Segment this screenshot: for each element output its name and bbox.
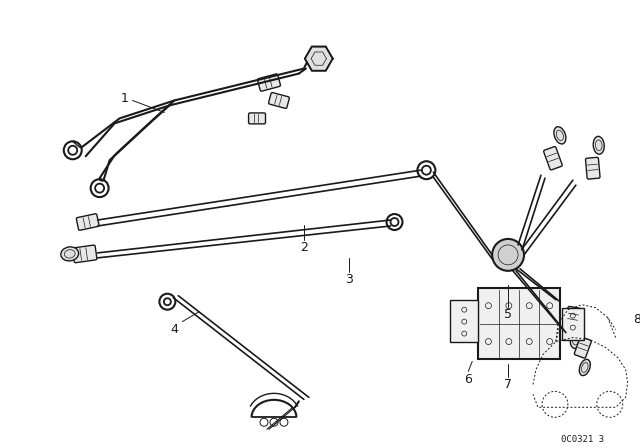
FancyBboxPatch shape [586, 157, 600, 179]
Text: 1: 1 [120, 92, 129, 105]
Ellipse shape [61, 247, 79, 261]
Text: 4: 4 [170, 323, 179, 336]
FancyBboxPatch shape [269, 93, 289, 108]
Bar [478, 288, 560, 359]
FancyBboxPatch shape [72, 245, 97, 263]
Polygon shape [305, 47, 333, 71]
Ellipse shape [554, 127, 566, 144]
Ellipse shape [570, 331, 582, 349]
Text: 7: 7 [504, 378, 512, 391]
FancyBboxPatch shape [257, 74, 280, 91]
Circle shape [492, 239, 524, 271]
FancyBboxPatch shape [565, 306, 581, 329]
Text: 8: 8 [634, 313, 640, 326]
Text: 2: 2 [300, 241, 308, 254]
FancyBboxPatch shape [248, 113, 266, 124]
FancyBboxPatch shape [574, 337, 591, 358]
Text: 3: 3 [345, 273, 353, 286]
Ellipse shape [579, 359, 590, 375]
Text: 5: 5 [504, 308, 512, 321]
Bar [451, 300, 478, 341]
FancyBboxPatch shape [543, 146, 562, 170]
Bar [562, 308, 584, 340]
FancyBboxPatch shape [76, 214, 99, 230]
Ellipse shape [593, 136, 604, 154]
Text: 6: 6 [464, 373, 472, 386]
Text: 0C0321 3: 0C0321 3 [561, 435, 604, 444]
